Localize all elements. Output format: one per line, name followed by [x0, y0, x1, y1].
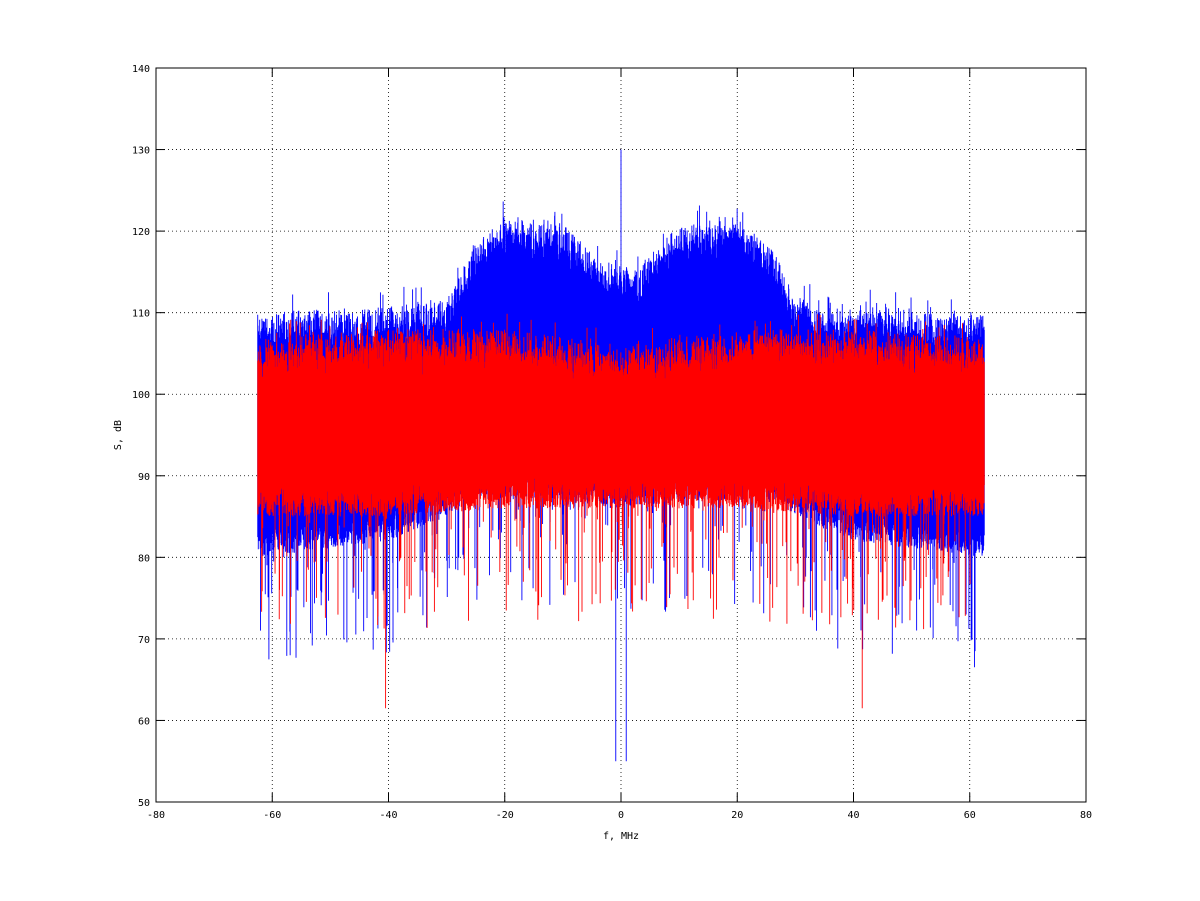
- series-layer: [257, 149, 985, 762]
- x-axis-label: f, MHz: [603, 831, 639, 842]
- y-tick-label: 50: [138, 798, 150, 809]
- y-tick-label: 60: [138, 716, 150, 727]
- y-tick-labels: 50 60 70 80 90 100 110 120 130 140: [132, 64, 150, 809]
- y-tick-label: 120: [132, 227, 150, 238]
- y-tick-label: 70: [138, 635, 150, 646]
- y-tick-label: 90: [138, 472, 150, 483]
- x-tick-label: 60: [964, 810, 976, 821]
- y-tick-label: 80: [138, 553, 150, 564]
- x-tick-label: -60: [263, 810, 281, 821]
- y-tick-label: 100: [132, 390, 150, 401]
- x-tick-label: 0: [618, 810, 624, 821]
- y-tick-label: 110: [132, 309, 150, 320]
- x-tick-label: -40: [379, 810, 397, 821]
- y-tick-label: 140: [132, 64, 150, 75]
- x-tick-label: 40: [847, 810, 859, 821]
- y-tick-label: 130: [132, 146, 150, 157]
- x-tick-labels: -80 -60 -40 -20 0 20 40 60 80: [147, 810, 1092, 821]
- x-tick-label: -80: [147, 810, 165, 821]
- ticks: [155, 67, 1087, 803]
- y-axis-label: S, dB: [113, 420, 124, 450]
- series-line-2: [257, 313, 985, 709]
- x-tick-label: 20: [731, 810, 743, 821]
- x-tick-label: -20: [496, 810, 514, 821]
- x-tick-label: 80: [1080, 810, 1092, 821]
